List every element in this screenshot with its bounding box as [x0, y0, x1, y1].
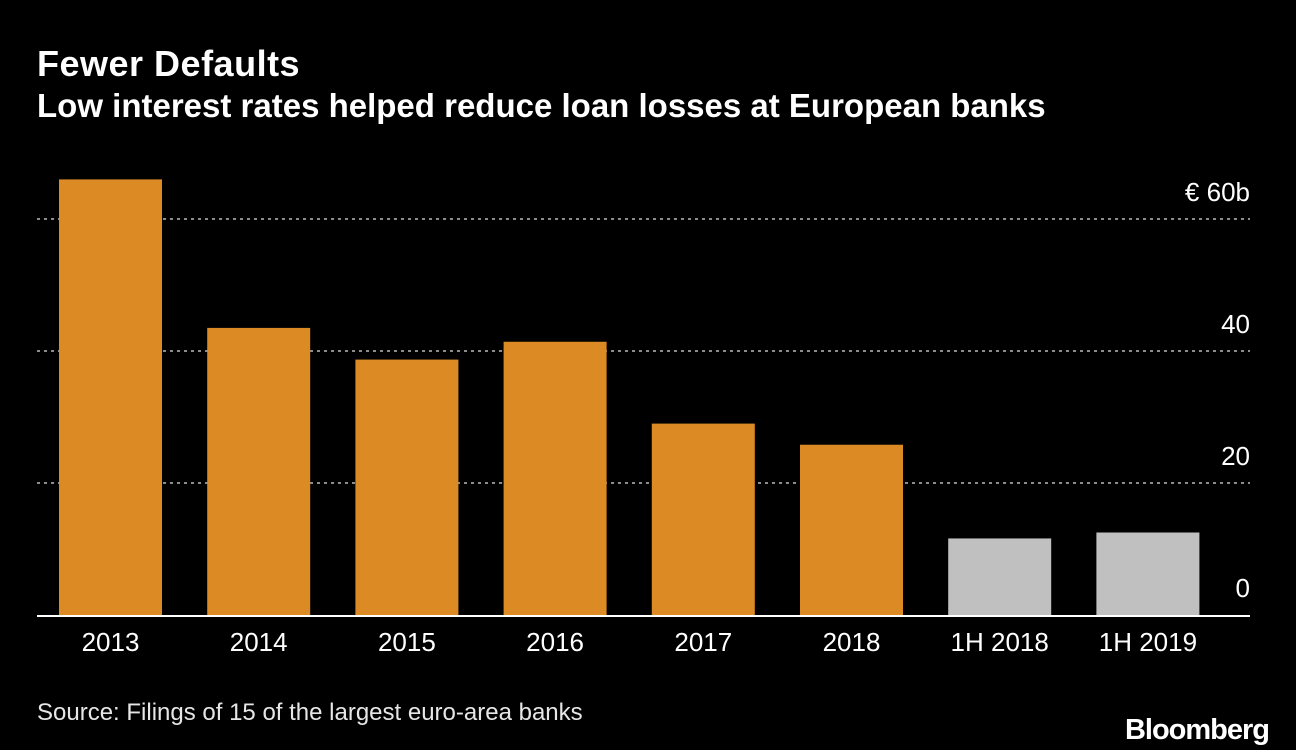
y-tick-label: 20 [1221, 441, 1250, 471]
chart-title: Fewer Defaults [37, 43, 301, 84]
bar-2013 [59, 179, 162, 615]
x-tick-label: 1H 2018 [951, 627, 1049, 657]
bar-1h-2018 [948, 538, 1052, 615]
x-tick-label: 2013 [82, 627, 140, 657]
bar-2014 [207, 327, 311, 615]
y-tick-label: 40 [1221, 309, 1250, 339]
bar-2015 [355, 359, 459, 615]
bar-2016 [503, 341, 607, 615]
bars [59, 179, 1200, 615]
y-axis-tick-labels: 0 20 40 € 60b [1185, 177, 1250, 603]
x-tick-label: 2018 [823, 627, 881, 657]
bloomberg-logo: Bloomberg [1124, 714, 1270, 746]
chart-subtitle: Low interest rates helped reduce loan lo… [37, 87, 1046, 124]
x-tick-label: 2014 [230, 627, 288, 657]
x-tick-label: 2016 [526, 627, 584, 657]
bar-2018 [800, 444, 903, 615]
x-tick-label: 2015 [378, 627, 436, 657]
source-note: Source: Filings of 15 of the largest eur… [37, 699, 583, 726]
bar-2017 [651, 423, 755, 615]
x-tick-label: 2017 [674, 627, 732, 657]
gridlines [37, 218, 1250, 484]
y-tick-label: € 60b [1185, 177, 1250, 207]
bar-1h-2019 [1096, 532, 1200, 615]
x-axis-tick-labels: 2013 2014 2015 2016 2017 2018 1H 2018 1H 2019 [82, 627, 1197, 657]
y-tick-label: 0 [1236, 573, 1250, 603]
x-tick-label: 1H 2019 [1099, 627, 1197, 657]
